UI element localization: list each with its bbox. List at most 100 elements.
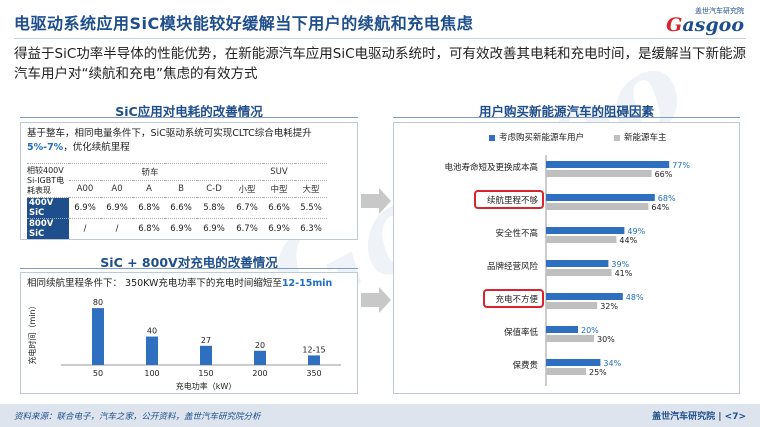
legend-item-considering: 考虑购买新能源车用户 [489,131,584,143]
bar-data-label: 77% [672,161,690,170]
row-header: 400V SiC [27,197,69,219]
highlight-box [483,289,544,308]
bar-data-label: 39% [611,260,629,269]
highlight-box [474,190,544,209]
bar-considering-users [546,194,655,201]
column-header: 大型 [295,180,327,198]
table-cell: 6.6% [263,197,295,219]
bar-ev-owners [546,269,612,276]
charging-title-rule [20,268,358,269]
x-tick-label: 200 [252,369,267,378]
bar-data-label: 40 [147,327,157,336]
category-label: 续航里程不够 [487,195,539,206]
table-cell: 6.9% [101,197,133,219]
table-row: 800V SiC / / 6.8% 6.9% 6.9% 6.7% 6.9% 6.… [27,218,327,239]
table-cell: / [69,218,101,239]
table-cell: 6.9% [165,218,197,239]
gasgoo-logo: 盖世汽车研究院 Gasgoo [634,6,744,40]
bar-data-label: 68% [658,194,676,203]
logo-en-text: Gasgoo [666,14,744,36]
bar-ev-owners [546,335,594,342]
table-cell: 6.7% [231,197,263,219]
arrow-right-icon [361,287,391,313]
category-label: 充电不方便 [495,294,538,305]
barriers-panel: 考虑购买新能源车用户 新能源车主 电池寿命短及更换成本高 77% 66% 续航里程不够… [393,122,740,394]
bar-considering-users [546,359,601,366]
group-header-suv: SUV [231,163,327,181]
table-cell: 6.9% [69,197,101,219]
column-header: 中型 [263,180,295,198]
table-cell: 6.7% [231,218,263,239]
column-header: A00 [69,180,101,198]
bar-charging-time [308,355,320,365]
table-cell: 6.3% [295,218,327,239]
legend-swatch-blue [489,134,495,141]
bar-considering-users [546,227,625,234]
column-header: A0 [101,180,133,198]
efficiency-panel: 基于整车，相同电量条件下，SiC驱动系统可实现CLTC综合电耗提升5%-7%，优… [20,122,358,240]
bar-ev-owners [546,170,652,177]
bar-data-label: 20 [255,341,265,350]
bar-data-label: 49% [627,227,645,236]
table-row: 400V SiC 6.9% 6.9% 6.8% 6.6% 5.8% 6.7% 6… [27,197,327,219]
bar-data-label: 66% [655,170,673,179]
charging-panel: 相同续航里程条件下： 350KW充电功率下的充电时间缩短至12-15min 充电… [20,272,358,394]
bar-charging-time [92,308,104,365]
bar-ev-owners [546,203,649,210]
page-number: 7 [732,412,739,422]
table-cell: 5.5% [295,197,327,219]
category-label: 电池寿命短及更换成本高 [444,162,538,173]
x-tick-label: 150 [198,369,213,378]
barriers-section-title: 用户购买新能源汽车的阻碍因素 [478,104,654,119]
x-tick-label: 100 [144,369,159,378]
group-header-car: 轿车 [69,163,231,181]
bar-data-label: 64% [651,203,669,212]
row-header: 800V SiC [27,218,69,239]
column-header: 小型 [231,180,263,198]
footer-org: 盖世汽车研究院 | <7> [652,412,746,422]
efficiency-note: 基于整车，相同电量条件下，SiC驱动系统可实现CLTC综合电耗提升5%-7%，优… [27,128,312,153]
category-label: 保费贵 [512,360,538,371]
x-tick-label: 350 [306,369,321,378]
title-divider [14,38,746,39]
bar-ev-owners [546,236,617,243]
logo-cn-text: 盖世汽车研究院 [695,7,744,15]
footer-bar [0,404,760,427]
column-header: B [165,180,197,198]
charging-time-chart: 充电时间（min） 80 50 40 100 27 150 20 200 12-15 350 充电功率… [27,298,341,391]
category-label: 安全性不高 [495,228,538,239]
table-cell: 6.9% [197,218,231,239]
category-label: 品牌经营风险 [487,261,539,272]
table-cell: 6.6% [165,197,197,219]
x-tick-label: 50 [93,369,103,378]
bar-considering-users [546,161,670,168]
legend-item-owners: 新能源车主 [614,131,667,143]
column-header: A [133,180,165,198]
bar-data-label: 30% [597,335,615,344]
table-cell: 6.8% [133,218,165,239]
bar-charging-time [200,345,212,365]
table-cell: 6.8% [133,197,165,219]
bar-considering-users [546,293,623,300]
x-axis-label: 充电功率（kW） [176,381,237,391]
bar-ev-owners [546,302,598,309]
bar-data-label: 12-15 [302,345,325,354]
barriers-title-rule [393,117,740,118]
page-title: 电驱动系统应用SiC模块能较好缓解当下用户的续航和充电焦虑 [14,14,474,33]
bar-considering-users [546,326,578,333]
efficiency-title-rule [20,117,358,118]
bar-data-label: 20% [581,326,599,335]
y-axis-label: 充电时间（min） [27,301,37,364]
efficiency-section-title: SiC应用对电耗的改善情况 [115,104,263,119]
bar-ev-owners [546,368,586,375]
bar-data-label: 41% [615,269,633,278]
column-header: C-D [197,180,231,198]
barriers-chart: 电池寿命短及更换成本高 77%66% 续航里程不够 68%64% 安全性不高 49%44%… [444,155,690,386]
table-corner-label: 相较400V Si-IGBT电耗表现 [27,163,69,198]
efficiency-table: 相较400V Si-IGBT电耗表现 轿车 SUV A00 A0 A B C-D… [27,163,327,239]
source-note: 资料来源：联合电子，汽车之家，公开资料，盖世汽车研究院分析 [14,412,261,422]
table-cell: / [101,218,133,239]
bar-data-label: 48% [626,293,644,302]
bar-considering-users [546,260,609,267]
bar-charging-time [254,350,266,365]
